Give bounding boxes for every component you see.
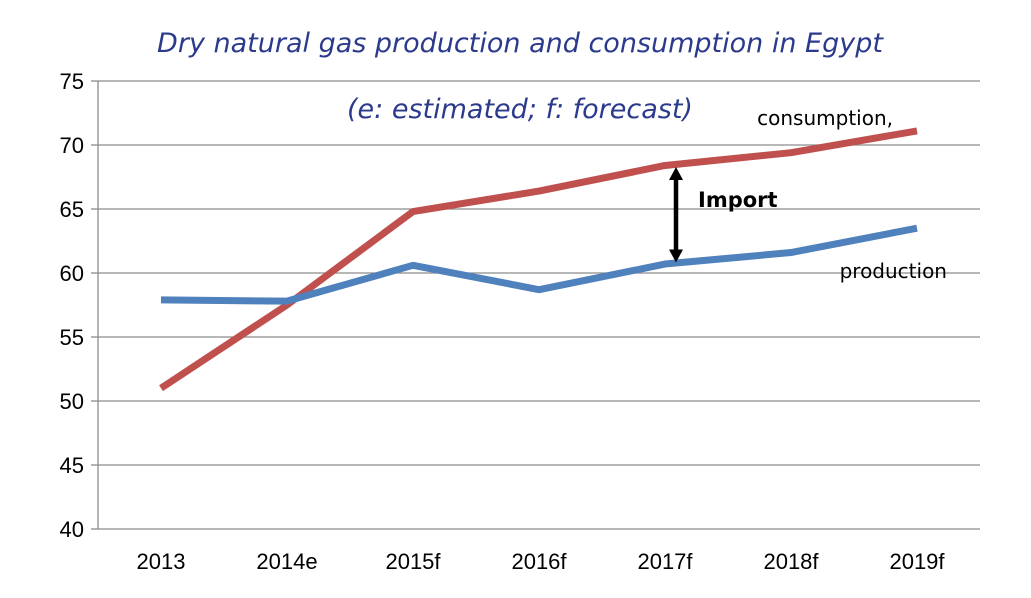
x-tick-label: 2016f	[511, 549, 567, 574]
x-tick-label: 2019f	[889, 549, 945, 574]
x-tick-label: 2013	[137, 549, 186, 574]
x-axis-tick-labels: 2013 2014e 2015f 2016f 2017f 2018f 2019f	[137, 549, 946, 574]
x-tick-label: 2015f	[385, 549, 441, 574]
series-lines	[159, 127, 918, 392]
y-tick-label: 60	[60, 261, 84, 286]
y-tick-label: 40	[60, 517, 84, 542]
series-label-consumption: consumption,	[757, 106, 893, 130]
y-tick-label: 75	[60, 69, 84, 94]
y-tick-label: 55	[60, 325, 84, 350]
series-label-production: production	[840, 259, 947, 283]
y-tick-label: 45	[60, 453, 84, 478]
series-line-consumption	[159, 127, 918, 392]
series-line-production	[160, 224, 918, 305]
x-tick-label: 2017f	[637, 549, 693, 574]
y-tick-label: 50	[60, 389, 84, 414]
arrow-up-icon	[669, 167, 683, 181]
gridlines	[91, 80, 980, 530]
x-tick-label: 2018f	[763, 549, 819, 574]
series-labels: consumption, production	[757, 106, 947, 283]
x-tick-label: 2014e	[256, 549, 317, 574]
y-tick-label: 65	[60, 197, 84, 222]
chart-subtitle: (e: estimated; f: forecast)	[347, 94, 693, 125]
import-label: Import	[698, 188, 778, 212]
y-axis-tick-labels: 40 45 50 55 60 65 70 75	[60, 69, 84, 542]
chart-title: Dry natural gas production and consumpti…	[157, 28, 884, 59]
import-annotation: Import	[669, 167, 778, 263]
arrow-down-icon	[669, 249, 683, 263]
y-tick-label: 70	[60, 133, 84, 158]
axes	[97, 81, 980, 530]
